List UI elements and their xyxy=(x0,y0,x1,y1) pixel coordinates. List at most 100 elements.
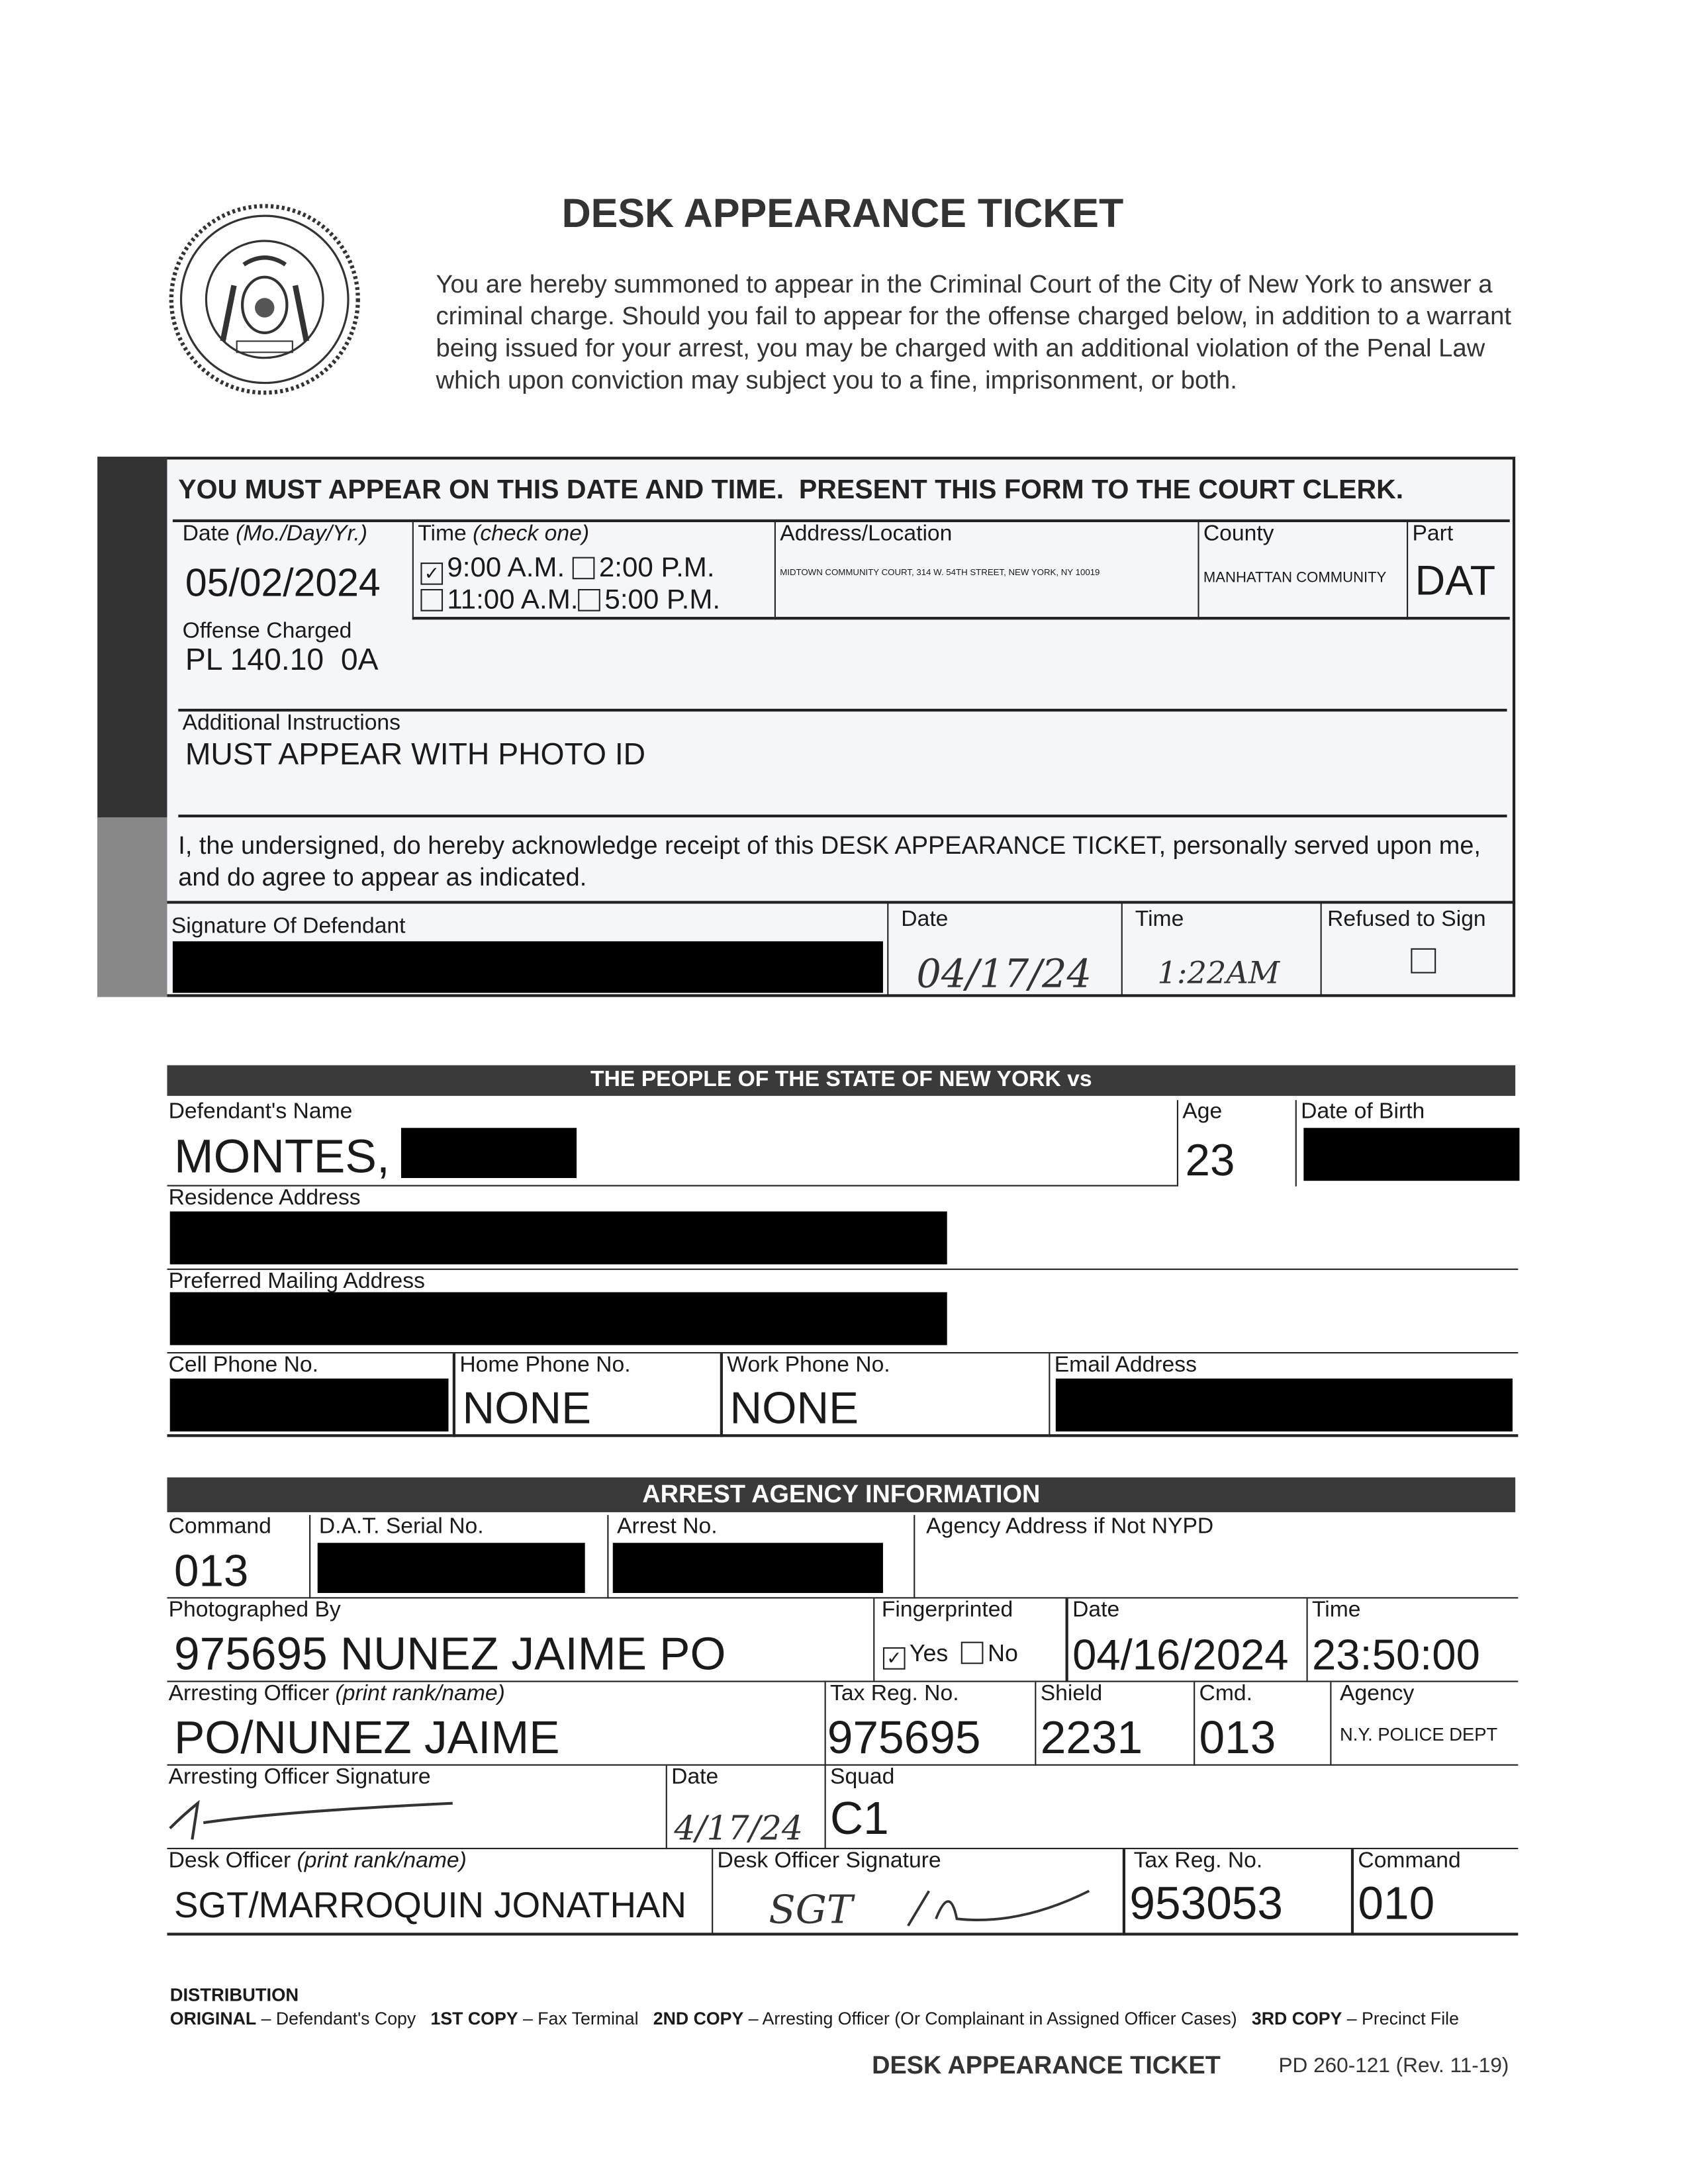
label: Preferred Mailing Address xyxy=(168,1269,425,1294)
offense-value: PL 140.10 0A xyxy=(185,641,379,677)
distribution-list: ORIGINAL – Defendant's Copy 1ST COPY – F… xyxy=(170,2009,1459,2028)
dist-original: ORIGINAL – Defendant's Copy xyxy=(169,2009,416,2029)
sign-time-handwritten: 1:22AM xyxy=(1157,956,1280,992)
checkbox-icon[interactable] xyxy=(572,557,595,580)
redaction xyxy=(172,941,883,993)
county-field: County MANHATTAN COMMUNITY xyxy=(1197,522,1407,620)
checkbox-icon[interactable] xyxy=(578,588,601,612)
squad-value: C1 xyxy=(829,1792,889,1844)
arrest-time-field: Time 23:50:00 xyxy=(1306,1598,1519,1682)
label: 2:00 P.M. xyxy=(598,553,715,584)
refused-checkbox[interactable] xyxy=(1411,948,1436,974)
part-field: Part DAT xyxy=(1407,522,1510,620)
label: Cell Phone No. xyxy=(168,1353,319,1377)
home-phone-field: Home Phone No. NONE xyxy=(452,1353,720,1437)
arrest-no-field: Arrest No. xyxy=(607,1515,914,1599)
checkbox-icon[interactable] xyxy=(420,588,444,612)
desk-officer-value: SGT/MARROQUIN JONATHAN xyxy=(174,1884,686,1926)
arrest-time-value: 23:50:00 xyxy=(1311,1630,1480,1680)
officer-signature-field[interactable]: Arresting Officer Signature xyxy=(167,1766,666,1850)
arrest-agency-banner: ARREST AGENCY INFORMATION xyxy=(167,1477,1516,1512)
refused-field: Refused to Sign xyxy=(1320,902,1513,997)
agency-value: N.Y. POLICE DEPT xyxy=(1340,1723,1498,1745)
redaction xyxy=(169,1292,947,1345)
sign-date-handwritten: 04/17/24 xyxy=(916,951,1092,997)
label: Cmd. xyxy=(1199,1682,1252,1706)
dist-1st: 1ST COPY – Fax Terminal xyxy=(430,2009,639,2029)
desk-signature-handwritten: SGT xyxy=(769,1886,853,1933)
label: Shield xyxy=(1040,1682,1103,1706)
label: Work Phone No. xyxy=(727,1353,890,1377)
appearance-heading: YOU MUST APPEAR ON THIS DATE AND TIME. P… xyxy=(178,475,1404,506)
cmd-value: 013 xyxy=(1199,1711,1276,1763)
county-value: MANHATTAN COMMUNITY xyxy=(1203,569,1387,586)
part-value: DAT xyxy=(1415,558,1496,605)
defendant-signature-field[interactable]: Signature Of Defendant xyxy=(167,902,887,997)
residence-field: Residence Address xyxy=(167,1186,1519,1270)
instructions-value: MUST APPEAR WITH PHOTO ID xyxy=(185,737,646,772)
photographed-by-field: Photographed By 975695 NUNEZ JAIME PO xyxy=(167,1598,874,1682)
cell-phone-field: Cell Phone No. xyxy=(167,1353,453,1437)
hint: (Mo./Day/Yr.) xyxy=(236,522,367,546)
redaction xyxy=(1303,1128,1520,1181)
officer-sig-date-handwritten: 4/17/24 xyxy=(674,1809,804,1848)
label: ORIGINAL xyxy=(169,2009,257,2029)
dob-field: Date of Birth xyxy=(1295,1100,1520,1187)
time-option-5pm[interactable]: 5:00 P.M. xyxy=(578,585,720,615)
work-phone-value: NONE xyxy=(729,1383,859,1433)
time-option-11am[interactable]: 11:00 A.M. xyxy=(420,585,578,615)
label: Time xyxy=(1311,1598,1361,1623)
label: 1ST COPY xyxy=(430,2009,518,2029)
label: No xyxy=(988,1640,1018,1667)
checkbox-checked-icon[interactable]: ✓ xyxy=(882,1647,906,1670)
hint: (check one) xyxy=(473,522,590,546)
label: D.A.T. Serial No. xyxy=(318,1515,484,1539)
label: Yes xyxy=(909,1640,949,1667)
fingerprinted-yes[interactable]: ✓ Yes xyxy=(882,1640,949,1670)
hint: (print rank/name) xyxy=(297,1849,467,1873)
distribution-title: DISTRIBUTION xyxy=(169,1984,299,2005)
desk-tax-reg-field: Tax Reg. No. 953053 xyxy=(1122,1849,1351,1936)
label: 5:00 P.M. xyxy=(604,584,721,615)
sign-time-field: Time 1:22AM xyxy=(1121,902,1321,997)
dat-serial-field: D.A.T. Serial No. xyxy=(309,1515,608,1599)
agency-field: Agency N.Y. POLICE DEPT xyxy=(1330,1682,1519,1766)
fingerprinted-field: Fingerprinted ✓ Yes No xyxy=(873,1598,1066,1682)
checkbox-checked-icon[interactable]: ✓ xyxy=(420,563,444,585)
tax-reg-field: Tax Reg. No. 975695 xyxy=(824,1682,1035,1766)
redaction xyxy=(169,1211,947,1265)
dist-3rd: 3RD COPY – Precinct File xyxy=(1251,2009,1459,2029)
desk-signature-field[interactable]: Desk Officer Signature SGT xyxy=(712,1849,1123,1936)
redaction xyxy=(169,1378,449,1432)
divider xyxy=(167,901,1516,904)
label: Tax Reg. No. xyxy=(829,1682,959,1706)
time-option-9am[interactable]: ✓ 9:00 A.M. xyxy=(420,553,565,585)
checkbox-icon[interactable] xyxy=(961,1641,984,1664)
command-field: Command 013 xyxy=(167,1515,310,1599)
label: Squad xyxy=(829,1765,895,1790)
label: Residence Address xyxy=(168,1186,361,1210)
label: Agency xyxy=(1340,1682,1415,1706)
offense-field: Offense Charged PL 140.10 0A xyxy=(178,619,1507,712)
time-option-2pm[interactable]: 2:00 P.M. xyxy=(572,553,715,584)
label: 3RD COPY xyxy=(1251,2009,1342,2029)
label: Photographed By xyxy=(168,1598,341,1623)
label: County xyxy=(1203,522,1274,546)
desk-officer-field: Desk Officer (print rank/name) SGT/MARRO… xyxy=(167,1849,712,1936)
arrest-date-value: 04/16/2024 xyxy=(1072,1630,1289,1680)
value: Precinct File xyxy=(1362,2009,1459,2029)
label: Desk Officer Signature xyxy=(717,1849,941,1873)
arresting-officer-value: PO/NUNEZ JAIME xyxy=(174,1711,560,1763)
label: Date xyxy=(901,907,949,932)
redaction xyxy=(1055,1378,1513,1432)
appearance-section xyxy=(97,457,1516,997)
label: Time xyxy=(418,522,467,546)
label: Refused to Sign xyxy=(1327,907,1486,932)
age-field: Age 23 xyxy=(1176,1100,1295,1187)
label: Time xyxy=(1135,907,1184,932)
label: Additional Instructions xyxy=(182,711,400,735)
label: 2ND COPY xyxy=(653,2009,744,2029)
side-band-gray xyxy=(97,817,167,997)
fingerprinted-no[interactable]: No xyxy=(961,1641,1018,1667)
